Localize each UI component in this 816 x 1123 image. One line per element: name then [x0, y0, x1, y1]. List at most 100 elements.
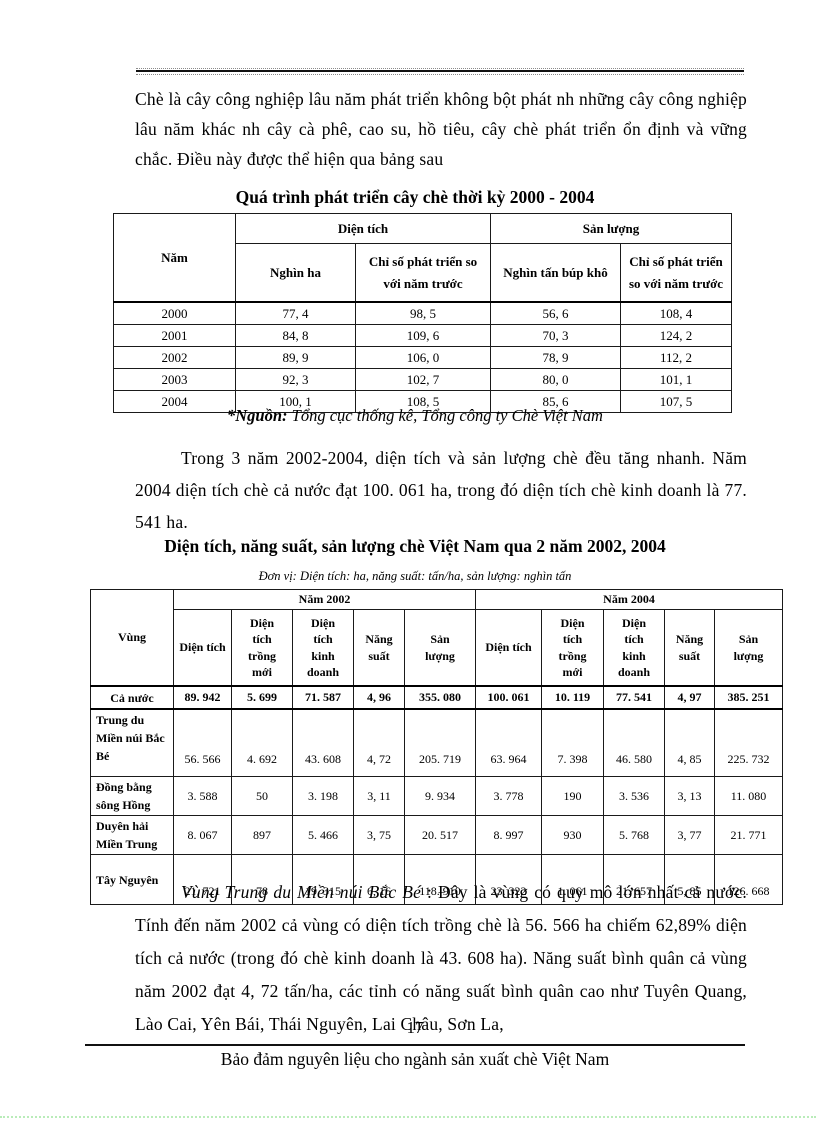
region-label: Trung du Miền núi Bắc Bé	[90, 708, 174, 777]
table-cell: 2003	[113, 368, 236, 391]
table-cell: 107, 5	[620, 390, 733, 413]
source-note: *Nguồn: Tổng cục thống kê, Tổng công ty …	[85, 406, 745, 426]
table1-sub-header-row: Nghìn ha Chỉ số phát triển so với năm tr…	[114, 243, 733, 303]
table-cell: 4, 72	[353, 708, 405, 777]
table-cell: 8. 997	[475, 815, 542, 855]
table-cell: 84, 8	[235, 324, 356, 347]
table-cell: 355. 080	[404, 685, 476, 710]
table-cell: 5. 466	[292, 815, 354, 855]
page-number: 17	[406, 1018, 424, 1037]
footer-rule	[85, 1044, 745, 1046]
table-cell: 20. 517	[404, 815, 476, 855]
source-text: Tổng cục thống kê, Tổng công ty Chè Việt…	[287, 406, 603, 425]
table-cell: 108, 4	[620, 301, 733, 325]
region-label: Đồng bằng sông Hồng	[90, 776, 174, 816]
regional-tea-table: Vùng Năm 2002 Năm 2004 Diện tích Diện tí…	[90, 589, 783, 905]
table-cell: 23. 322	[475, 854, 542, 905]
table-cell: 21. 771	[714, 815, 783, 855]
table-cell: 46. 580	[603, 708, 665, 777]
table-cell: 8. 067	[173, 815, 232, 855]
table2-header-yield-2004: Năng suất	[664, 609, 715, 687]
region-label: Duyên hải Miền Trung	[90, 815, 174, 855]
table2-group-header-row: Vùng Năm 2002 Năm 2004	[90, 589, 783, 687]
table2-header-area-2004: Diện tích	[475, 609, 542, 687]
table-cell: 11. 080	[714, 776, 783, 816]
paragraph-body: : Đây là vùng có quy mô lớn nhất cả nước…	[135, 882, 747, 1034]
table-cell: 1. 061	[541, 854, 604, 905]
table-cell: 102, 7	[354, 368, 492, 391]
table2-row-trung-du: Trung du Miền núi Bắc Bé 56. 566 4. 692 …	[90, 708, 783, 777]
table2-group-2002: Năm 2002	[173, 589, 476, 610]
table-cell: 126. 668	[714, 854, 783, 905]
table2-header-newly-planted-2002: Diện tích trồng mới	[231, 609, 293, 687]
table2-row-dong-bang: Đồng bằng sông Hồng 3. 588 50 3. 198 3, …	[90, 776, 783, 816]
table1-row-2004: 2004 100, 1 108, 5 85, 6 107, 5	[113, 390, 733, 413]
tea-development-table: Năm Diện tích Sản lượng Nghìn ha Chỉ số …	[113, 213, 733, 413]
table-cell: 19. 315	[292, 854, 354, 905]
table2-row-tay-nguyen: Tây Nguyên 21. 721 78 19. 315 6, 16 118.…	[90, 854, 783, 905]
table-cell: 63. 964	[475, 708, 542, 777]
table1-group-output: Sản lượng	[490, 213, 733, 244]
table1-row-2000: 2000 77, 4 98, 5 56, 6 108, 4	[113, 301, 733, 325]
table-cell: 3, 77	[664, 815, 715, 855]
table1-group-area: Diện tích	[234, 213, 492, 244]
table-cell: 118. 910	[404, 854, 476, 905]
table1-header-thousand-ha: Nghìn ha	[235, 243, 356, 303]
table-cell: 43. 608	[292, 708, 354, 777]
table-cell: 78, 9	[490, 346, 622, 369]
table-cell: 112, 2	[620, 346, 733, 369]
table-cell: 190	[541, 776, 604, 816]
table-cell: 3. 198	[292, 776, 354, 816]
table-cell: 3. 778	[475, 776, 542, 816]
table-cell: 50	[231, 776, 293, 816]
table1-row-2003: 2003 92, 3 102, 7 80, 0 101, 1	[113, 368, 733, 391]
table1-header-thousand-ton: Nghìn tấn búp khô	[490, 243, 622, 303]
table-cell: 85, 6	[490, 390, 622, 413]
table-cell: 2004	[113, 390, 236, 413]
region-label: Cả nước	[90, 685, 174, 710]
table-cell: 2001	[113, 324, 236, 347]
table2-header-area-2002: Diện tích	[173, 609, 232, 687]
table2-sub-header-row: Diện tích Diện tích trồng mới Diện tích …	[91, 609, 783, 687]
table-cell: 6, 16	[353, 854, 405, 905]
table2-header-region: Vùng	[90, 589, 174, 687]
table-cell: 77. 541	[603, 685, 665, 710]
bottom-dotted-line	[0, 1114, 816, 1118]
table2-header-yield-2002: Năng suất	[353, 609, 405, 687]
table2-header-business-area-2004: Diện tích kinh doanh	[603, 609, 665, 687]
table-cell: 89, 9	[235, 346, 356, 369]
table1-group-header-row: Năm Diện tích Sản lượng	[113, 213, 733, 303]
table1-title: Quá trình phát triển cây chè thời kỳ 200…	[235, 187, 595, 207]
table2-header-newly-planted-2004: Diện tích trồng mới	[541, 609, 604, 687]
table-cell: 78	[231, 854, 293, 905]
table-cell: 5. 699	[231, 685, 293, 710]
table-cell: 92, 3	[235, 368, 356, 391]
table-cell: 7. 398	[541, 708, 604, 777]
table2-row-duyen-hai: Duyên hải Miền Trung 8. 067 897 5. 466 3…	[90, 815, 783, 855]
table-cell: 124, 2	[620, 324, 733, 347]
analysis-paragraph: Trong 3 năm 2002-2004, diện tích và sản …	[135, 448, 747, 532]
table-cell: 4, 96	[353, 685, 405, 710]
table-cell: 56. 566	[173, 708, 232, 777]
table-cell: 100, 1	[235, 390, 356, 413]
table-cell: 2000	[113, 301, 236, 325]
table-cell: 98, 5	[354, 301, 492, 325]
table-cell: 77, 4	[235, 301, 356, 325]
table-cell: 80, 0	[490, 368, 622, 391]
intro-paragraph: Chè là cây công nghiệp lâu năm phát triể…	[135, 89, 747, 169]
table-cell: 3. 588	[173, 776, 232, 816]
table-cell: 89. 942	[173, 685, 232, 710]
region-analysis-paragraph: Vùng Trung du Miền núi Bắc Bé : Đây là v…	[135, 876, 747, 1041]
table-cell: 9. 934	[404, 776, 476, 816]
header-rule-line	[136, 70, 744, 72]
table2-header-business-area-2002: Diện tích kinh doanh	[292, 609, 354, 687]
table2-header-output-2002: Sản lượng	[404, 609, 476, 687]
table-cell: 100. 061	[475, 685, 542, 710]
footer-title: Bảo đảm nguyên liệu cho ngành sản xuất c…	[220, 1049, 610, 1069]
table-cell: 21. 657	[603, 854, 665, 905]
table-cell: 3, 11	[353, 776, 405, 816]
table-cell: 3. 536	[603, 776, 665, 816]
table2-row-whole-country: Cả nước 89. 942 5. 699 71. 587 4, 96 355…	[90, 685, 783, 710]
source-label: *Nguồn:	[227, 406, 288, 425]
table-cell: 5, 85	[664, 854, 715, 905]
